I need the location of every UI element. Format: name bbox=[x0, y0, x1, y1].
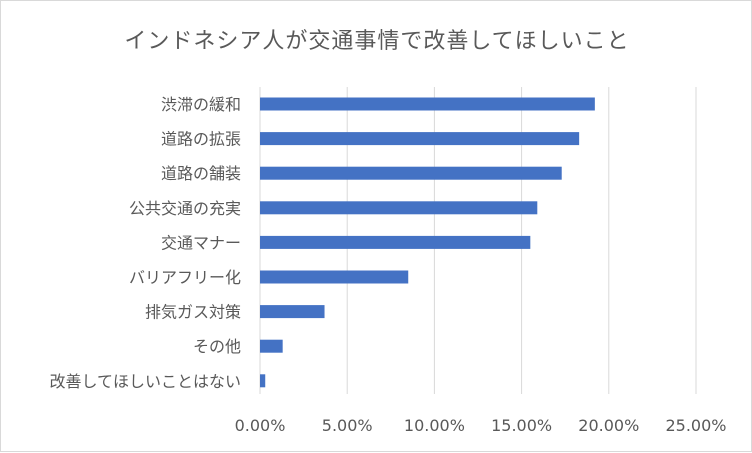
bar bbox=[260, 235, 531, 249]
category-label: 渋滞の緩和 bbox=[161, 95, 241, 114]
x-tick-label: 10.00% bbox=[404, 416, 465, 435]
bar bbox=[260, 305, 325, 319]
x-tick-label: 0.00% bbox=[235, 416, 286, 435]
bar bbox=[260, 97, 595, 111]
bar bbox=[260, 166, 562, 180]
category-label: その他 bbox=[193, 337, 241, 356]
bar bbox=[260, 132, 580, 146]
category-label: 交通マナー bbox=[161, 233, 241, 252]
bar bbox=[260, 339, 283, 353]
x-tick-label: 5.00% bbox=[322, 416, 373, 435]
category-label: 改善してほしいことはない bbox=[49, 372, 241, 391]
bar bbox=[260, 374, 266, 388]
bar bbox=[260, 201, 538, 215]
bar bbox=[260, 270, 409, 284]
x-tick-label: 25.00% bbox=[665, 416, 726, 435]
category-label: 道路の拡張 bbox=[161, 130, 241, 149]
x-tick-label: 15.00% bbox=[491, 416, 552, 435]
category-label: バリアフリー化 bbox=[129, 268, 241, 287]
category-label: 公共交通の充実 bbox=[129, 199, 241, 218]
category-label: 道路の舗装 bbox=[161, 164, 241, 183]
x-tick-label: 20.00% bbox=[578, 416, 639, 435]
category-label: 排気ガス対策 bbox=[145, 303, 241, 322]
chart-title: インドネシア人が交通事情で改善してほしいこと bbox=[124, 29, 630, 54]
